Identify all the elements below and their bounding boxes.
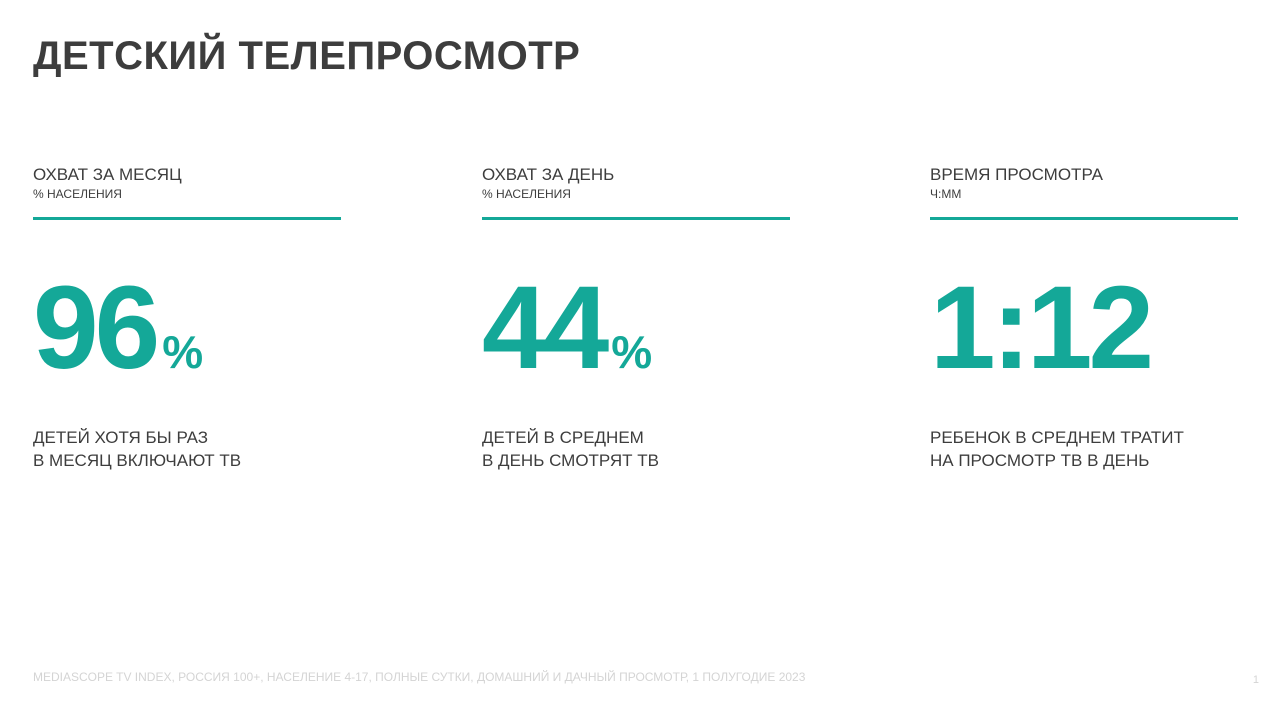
metric-description-line: В ДЕНЬ СМОТРЯТ ТВ [482, 451, 659, 470]
metric-divider [482, 217, 790, 220]
metric-description-line: ДЕТЕЙ ХОТЯ БЫ РАЗ [33, 428, 209, 447]
metric-label: ОХВАТ ЗА ДЕНЬ [482, 165, 615, 184]
metric-number: 96 [33, 262, 160, 394]
metric-label: ОХВАТ ЗА МЕСЯЦ [33, 165, 182, 184]
metric-suffix: % [162, 326, 204, 378]
metric-number: 44 [482, 262, 609, 394]
metric-value: 44% [482, 269, 652, 387]
metric-card-monthly-reach: ОХВАТ ЗА МЕСЯЦ % НАСЕЛЕНИЯ 96% ДЕТЕЙ ХОТ… [33, 164, 343, 470]
page-number: 1 [1252, 674, 1259, 686]
metric-description-line: В МЕСЯЦ ВКЛЮЧАЮТ ТВ [33, 451, 242, 470]
metric-label: ВРЕМЯ ПРОСМОТРА [930, 165, 1103, 184]
metric-divider [930, 217, 1238, 220]
metric-value: 96% [33, 269, 203, 387]
metric-card-daily-reach: ОХВАТ ЗА ДЕНЬ % НАСЕЛЕНИЯ 44% ДЕТЕЙ В СР… [482, 164, 792, 470]
metric-unit: % НАСЕЛЕНИЯ [482, 187, 571, 201]
metric-suffix: % [611, 326, 653, 378]
metric-description: ДЕТЕЙ ХОТЯ БЫ РАЗ В МЕСЯЦ ВКЛЮЧАЮТ ТВ [33, 426, 241, 472]
metric-unit: Ч:ММ [930, 187, 962, 201]
source-note: MEDIASCOPE TV INDEX, РОССИЯ 100+, НАСЕЛЕ… [33, 670, 806, 684]
page-title: ДЕТСКИЙ ТЕЛЕПРОСМОТР [33, 34, 581, 78]
metric-description-line: НА ПРОСМОТР ТВ В ДЕНЬ [930, 451, 1150, 470]
metric-value: 1:12 [930, 269, 1156, 387]
metric-number: 1:12 [930, 262, 1154, 394]
metric-unit: % НАСЕЛЕНИЯ [33, 187, 122, 201]
metric-description-line: РЕБЕНОК В СРЕДНЕМ ТРАТИТ [930, 428, 1184, 447]
metric-divider [33, 217, 341, 220]
metric-description-line: ДЕТЕЙ В СРЕДНЕМ [482, 428, 644, 447]
metric-card-viewing-time: ВРЕМЯ ПРОСМОТРА Ч:ММ 1:12 РЕБЕНОК В СРЕД… [930, 164, 1240, 470]
metric-description: ДЕТЕЙ В СРЕДНЕМ В ДЕНЬ СМОТРЯТ ТВ [482, 426, 659, 472]
metric-description: РЕБЕНОК В СРЕДНЕМ ТРАТИТ НА ПРОСМОТР ТВ … [930, 426, 1184, 472]
